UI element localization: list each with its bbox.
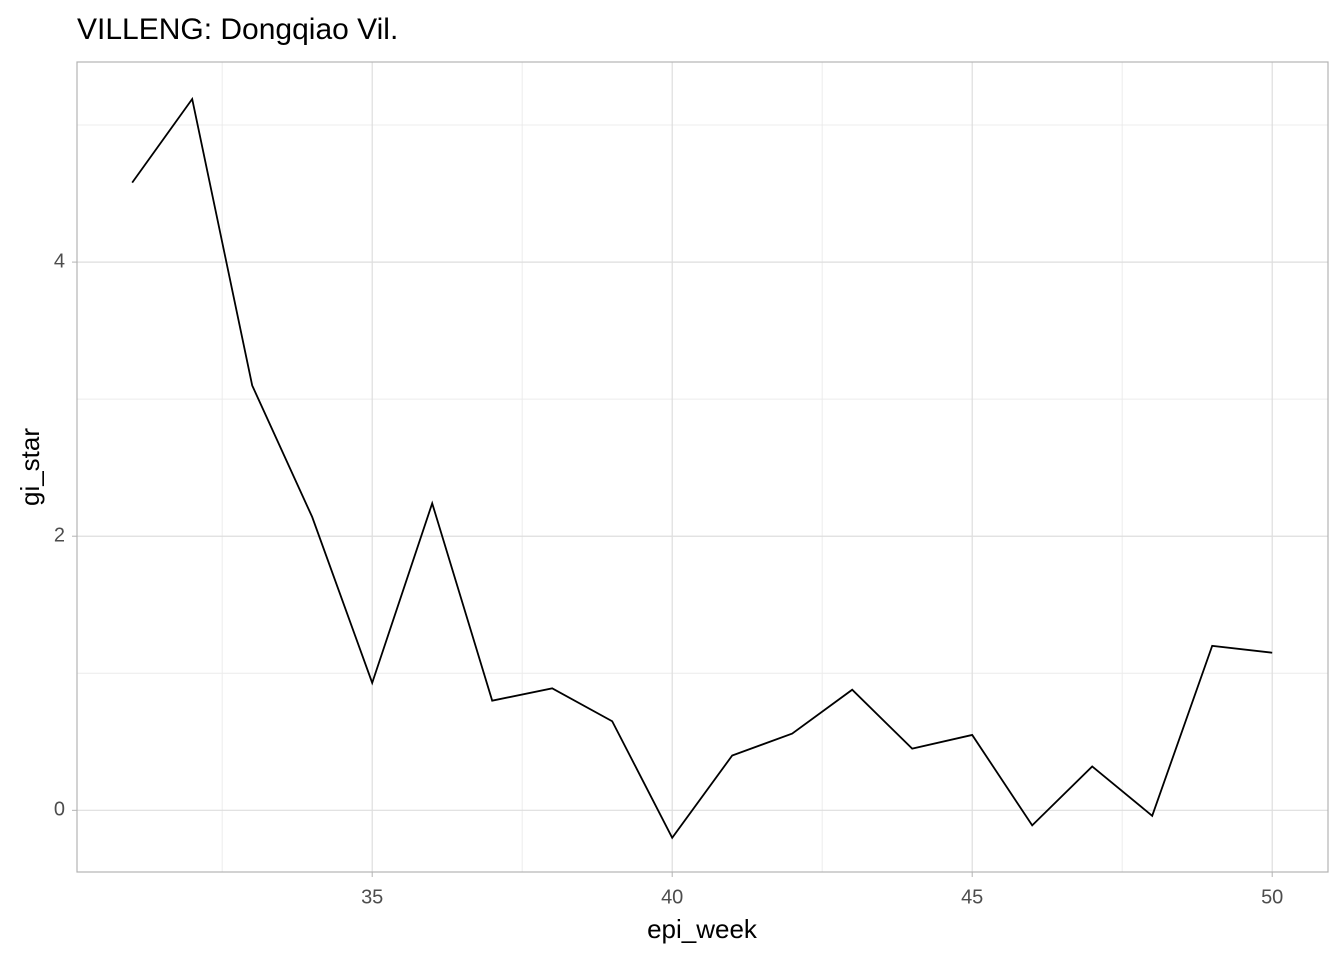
x-axis-label: epi_week bbox=[647, 914, 758, 944]
y-tick-label: 4 bbox=[54, 250, 65, 272]
x-tick-label: 50 bbox=[1261, 886, 1283, 908]
chart-title: VILLENG: Dongqiao Vil. bbox=[77, 13, 398, 46]
x-tick-label: 45 bbox=[961, 886, 983, 908]
y-tick-label: 0 bbox=[54, 799, 65, 821]
panel-border bbox=[76, 61, 1329, 873]
y-tick-label: 2 bbox=[54, 524, 65, 546]
x-tick-label: 35 bbox=[361, 886, 383, 908]
x-tick-label: 40 bbox=[661, 886, 683, 908]
y-axis-label: gi_star bbox=[15, 428, 45, 506]
line bbox=[131, 96, 1273, 840]
